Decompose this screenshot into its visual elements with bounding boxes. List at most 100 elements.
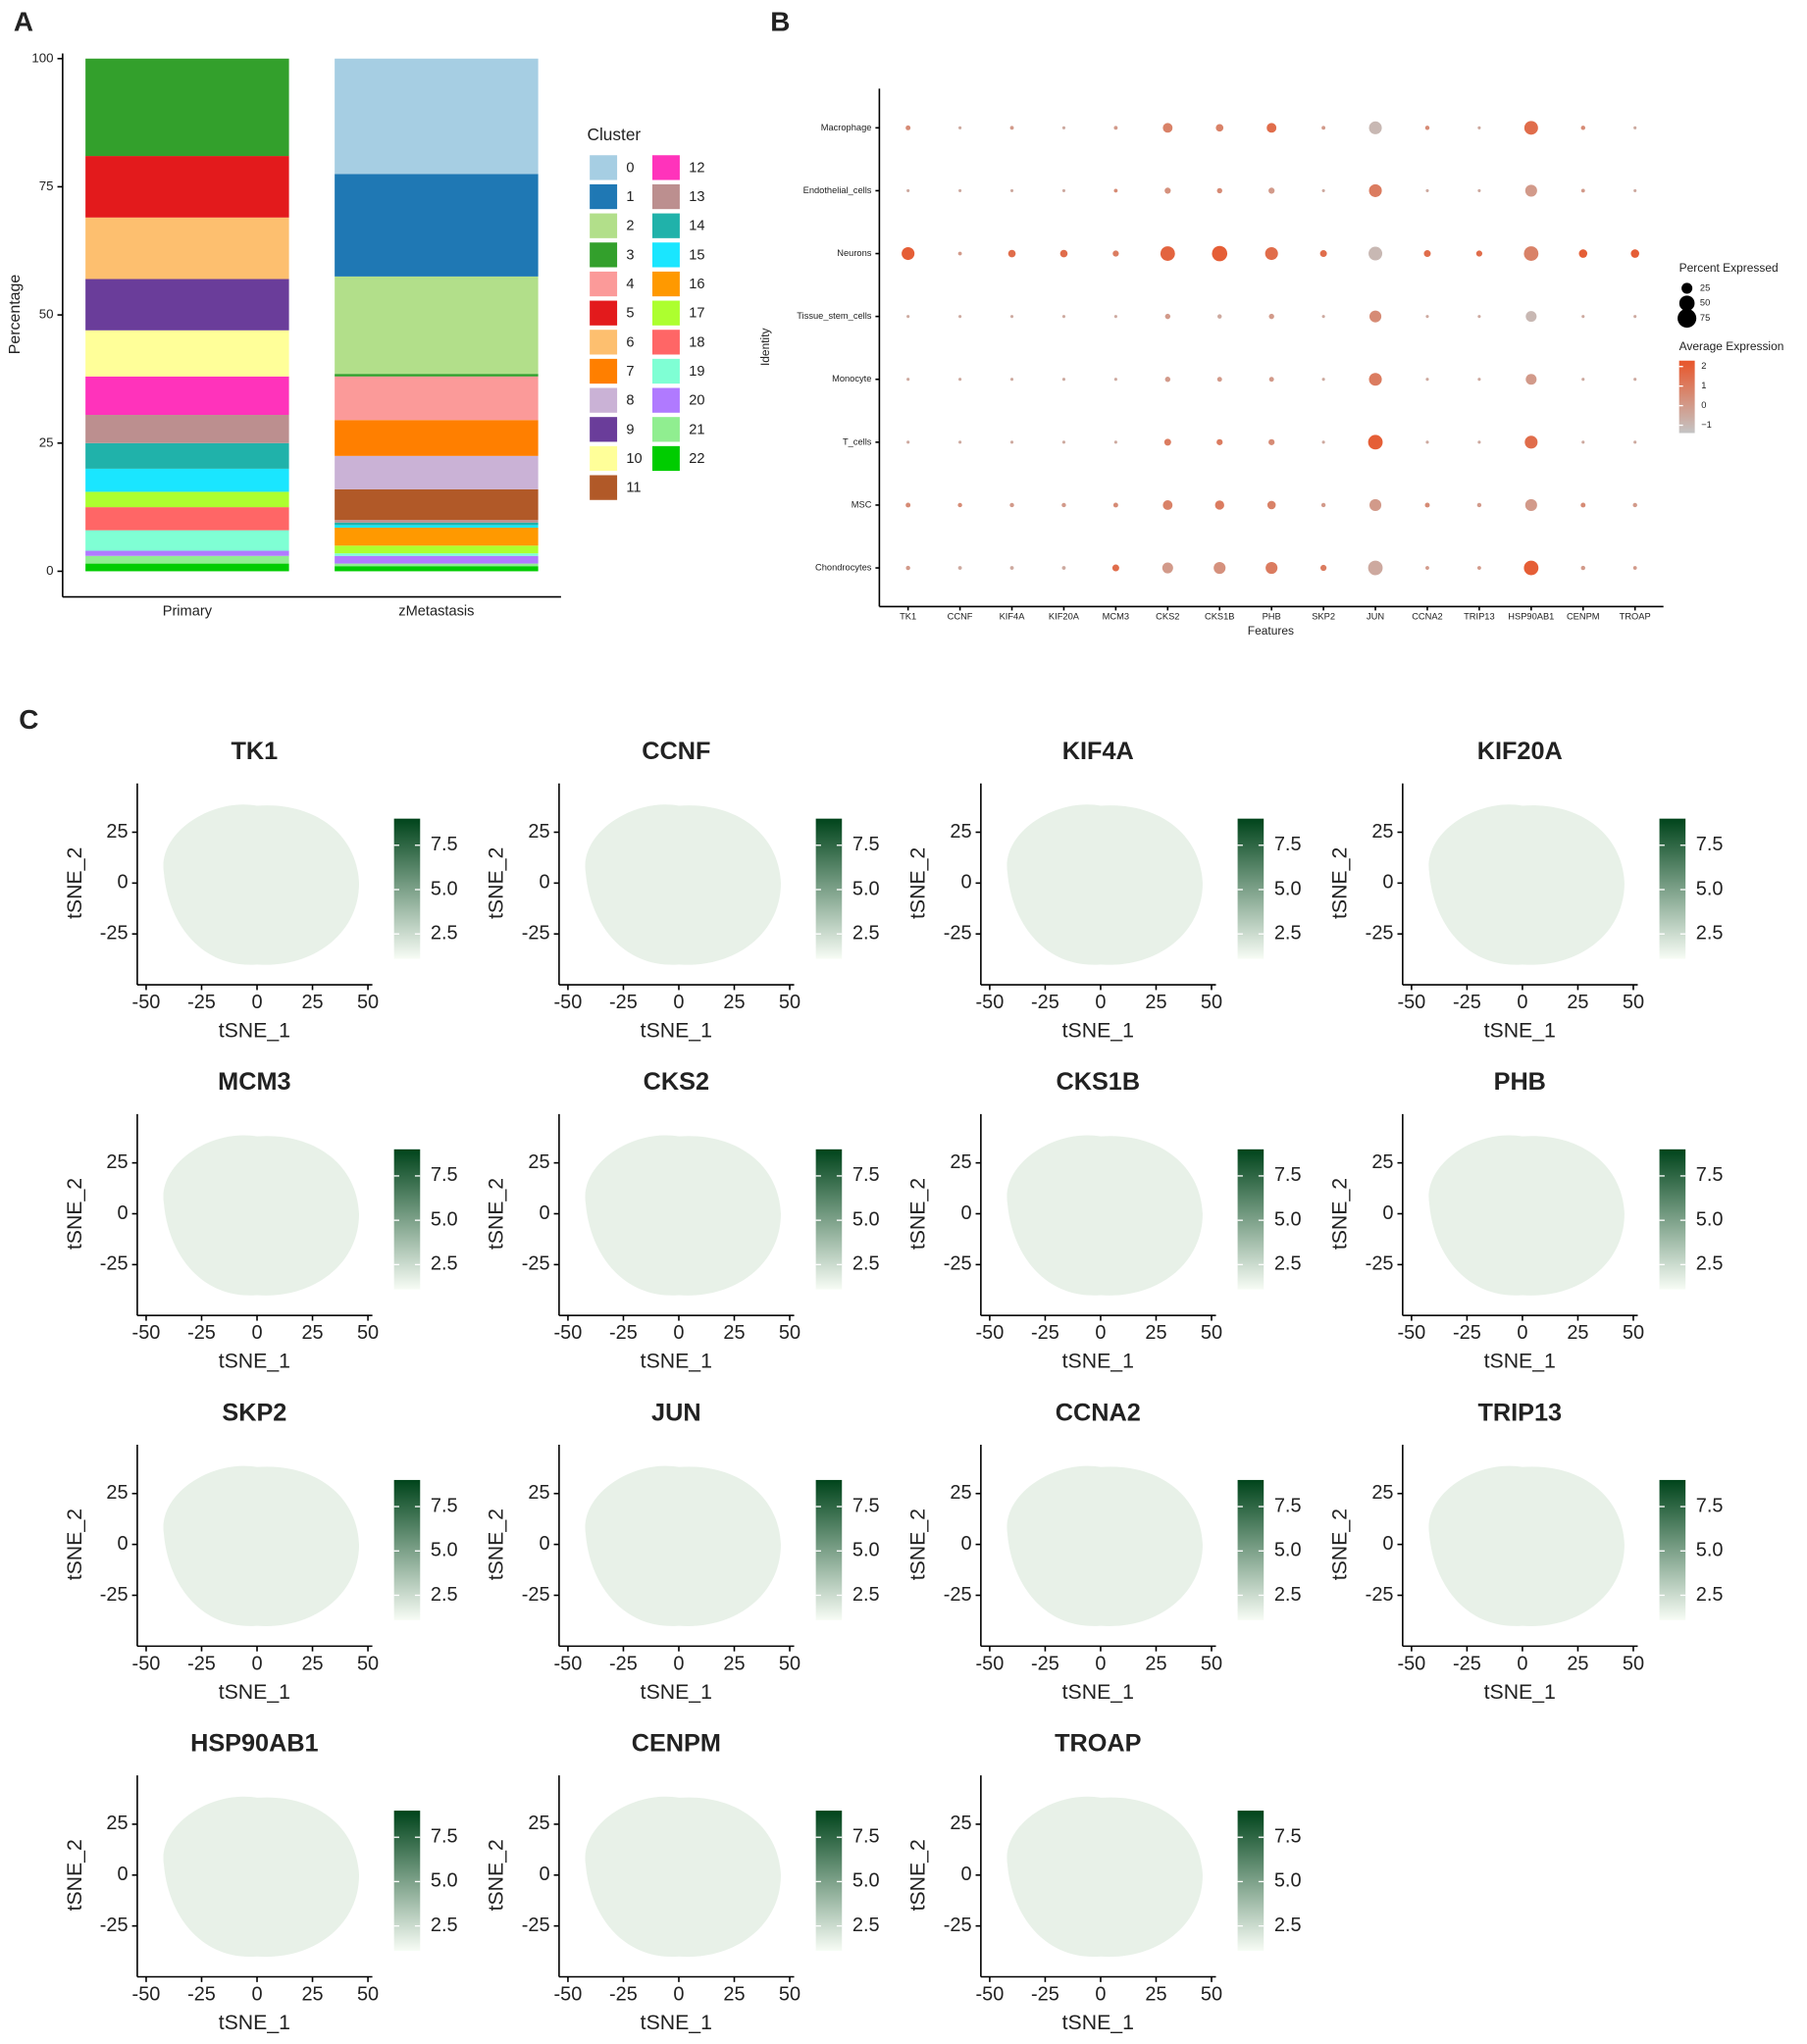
dot [1321, 315, 1325, 319]
bar-segment [335, 553, 539, 556]
colorbar-label: 7.5 [1696, 834, 1724, 855]
dot [1213, 561, 1226, 575]
x-tick-label: -25 [1031, 1983, 1059, 2005]
dot [1059, 249, 1068, 258]
bar-segment [335, 58, 539, 175]
dot [1212, 245, 1228, 262]
colorbar [815, 1479, 843, 1620]
panel-title: TROAP [1055, 1729, 1141, 1757]
colorbar [1237, 1811, 1265, 1951]
dot [1009, 126, 1014, 130]
y-axis-label: tSNE_2 [63, 1839, 86, 1911]
cell-cloud [1428, 1465, 1625, 1626]
tsne-panel: KIF4A -50 -25 0 25 50 -25 0 25 tSNE_1 tSNE_2 2.5 5.0… [906, 738, 1302, 1043]
x-axis-label: tSNE_1 [1484, 1680, 1556, 1704]
dot [1368, 246, 1383, 261]
dot [1321, 440, 1325, 444]
x-tick-label: -50 [554, 992, 583, 1013]
colorbar [815, 1149, 843, 1290]
y-tick-label: 25 [39, 434, 54, 449]
dot [1633, 378, 1637, 382]
x-tick-label: 0 [1517, 1653, 1527, 1674]
x-tick-label: TROAP [1620, 612, 1651, 622]
x-axis-label: tSNE_1 [219, 1019, 290, 1043]
cell-cloud [1007, 1135, 1203, 1296]
cell-cloud [1007, 804, 1203, 965]
x-tick-label: 50 [357, 1322, 379, 1344]
y-tick-label: -25 [100, 1915, 129, 1936]
dot [1266, 123, 1277, 133]
x-axis-label: tSNE_1 [219, 2011, 290, 2034]
legend-label: 20 [689, 393, 704, 409]
dot [958, 440, 962, 444]
y-tick-label: -25 [522, 1584, 550, 1606]
bar-segment [85, 156, 289, 218]
dot [1321, 126, 1326, 130]
dot [1368, 310, 1382, 323]
cell-cloud [163, 1465, 360, 1626]
x-tick-label: -50 [132, 1322, 161, 1344]
x-tick-label: 0 [1095, 1653, 1106, 1674]
y-tick-label: Endothelial_cells [803, 185, 872, 195]
bar-segment [85, 217, 289, 280]
y-tick-label: 25 [106, 1151, 128, 1173]
dot [1633, 440, 1637, 444]
y-tick-label: T_cells [843, 436, 872, 446]
dot [1164, 313, 1171, 320]
x-tick-label: 0 [673, 1322, 684, 1344]
y-tick-label: 25 [950, 1482, 971, 1504]
colorbar-label: 5.0 [431, 1540, 458, 1561]
colorbar [1659, 1149, 1686, 1290]
bar-segment [335, 528, 539, 546]
dot [1425, 440, 1429, 444]
x-tick-label: -25 [187, 1983, 216, 2005]
x-tick-label: 25 [301, 992, 323, 1013]
y-tick-label: -25 [100, 1253, 129, 1275]
dot [1160, 246, 1175, 261]
y-tick-label: 0 [1382, 1202, 1393, 1224]
dot [958, 126, 962, 129]
legend-label: 10 [626, 451, 642, 467]
legend-label: 13 [689, 189, 704, 205]
colorbar-label: 5.0 [852, 1870, 880, 1892]
dot [1424, 502, 1430, 508]
colorbar [393, 1479, 421, 1620]
dot [1216, 187, 1222, 194]
x-tick-label: 50 [357, 992, 379, 1013]
y-tick-label: 25 [1371, 821, 1393, 843]
dot [1162, 123, 1173, 133]
legend-swatch [590, 387, 618, 413]
y-tick-label: 0 [118, 872, 129, 894]
dot [1523, 560, 1539, 576]
bar-segment [335, 520, 539, 523]
panel-title: JUN [651, 1399, 701, 1426]
panel-title: CCNF [642, 738, 710, 765]
dot [1525, 311, 1537, 323]
colorbar-label: 7.5 [1274, 1825, 1302, 1847]
legend-label: 21 [689, 422, 704, 437]
dot [1477, 188, 1481, 192]
x-tick-label: 0 [251, 1983, 262, 2005]
colorbar [393, 1811, 421, 1951]
colorbar [393, 1149, 421, 1290]
dot [1633, 126, 1637, 129]
colorbar [1237, 1479, 1265, 1620]
dot [1268, 438, 1275, 445]
dot [1525, 374, 1537, 385]
colorbar-label: 2.5 [431, 1584, 458, 1606]
tsne-panel: CKS1B -50 -25 0 25 50 -25 0 25 tSNE_1 tSNE_2 2.5 5.0… [906, 1068, 1302, 1373]
x-tick-label: Primary [163, 604, 213, 620]
x-axis-label: tSNE_1 [1062, 1350, 1134, 1373]
x-axis-label: tSNE_1 [1062, 2011, 1134, 2034]
x-tick-label: -50 [554, 1322, 583, 1344]
y-tick-label: 25 [528, 1813, 549, 1834]
tsne-panel: CKS2 -50 -25 0 25 50 -25 0 25 tSNE_1 tSNE_2 2.5 5.0 7… [485, 1068, 880, 1373]
legend-swatch [590, 300, 618, 326]
panel-label: B [770, 6, 790, 36]
colorbar-label: 2.5 [431, 922, 458, 944]
x-tick-label: 0 [1095, 1983, 1106, 2005]
x-tick-label: 50 [779, 1653, 800, 1674]
y-tick-label: 25 [106, 1813, 128, 1834]
dot [1113, 126, 1118, 130]
x-tick-label: 50 [1201, 1983, 1222, 2005]
